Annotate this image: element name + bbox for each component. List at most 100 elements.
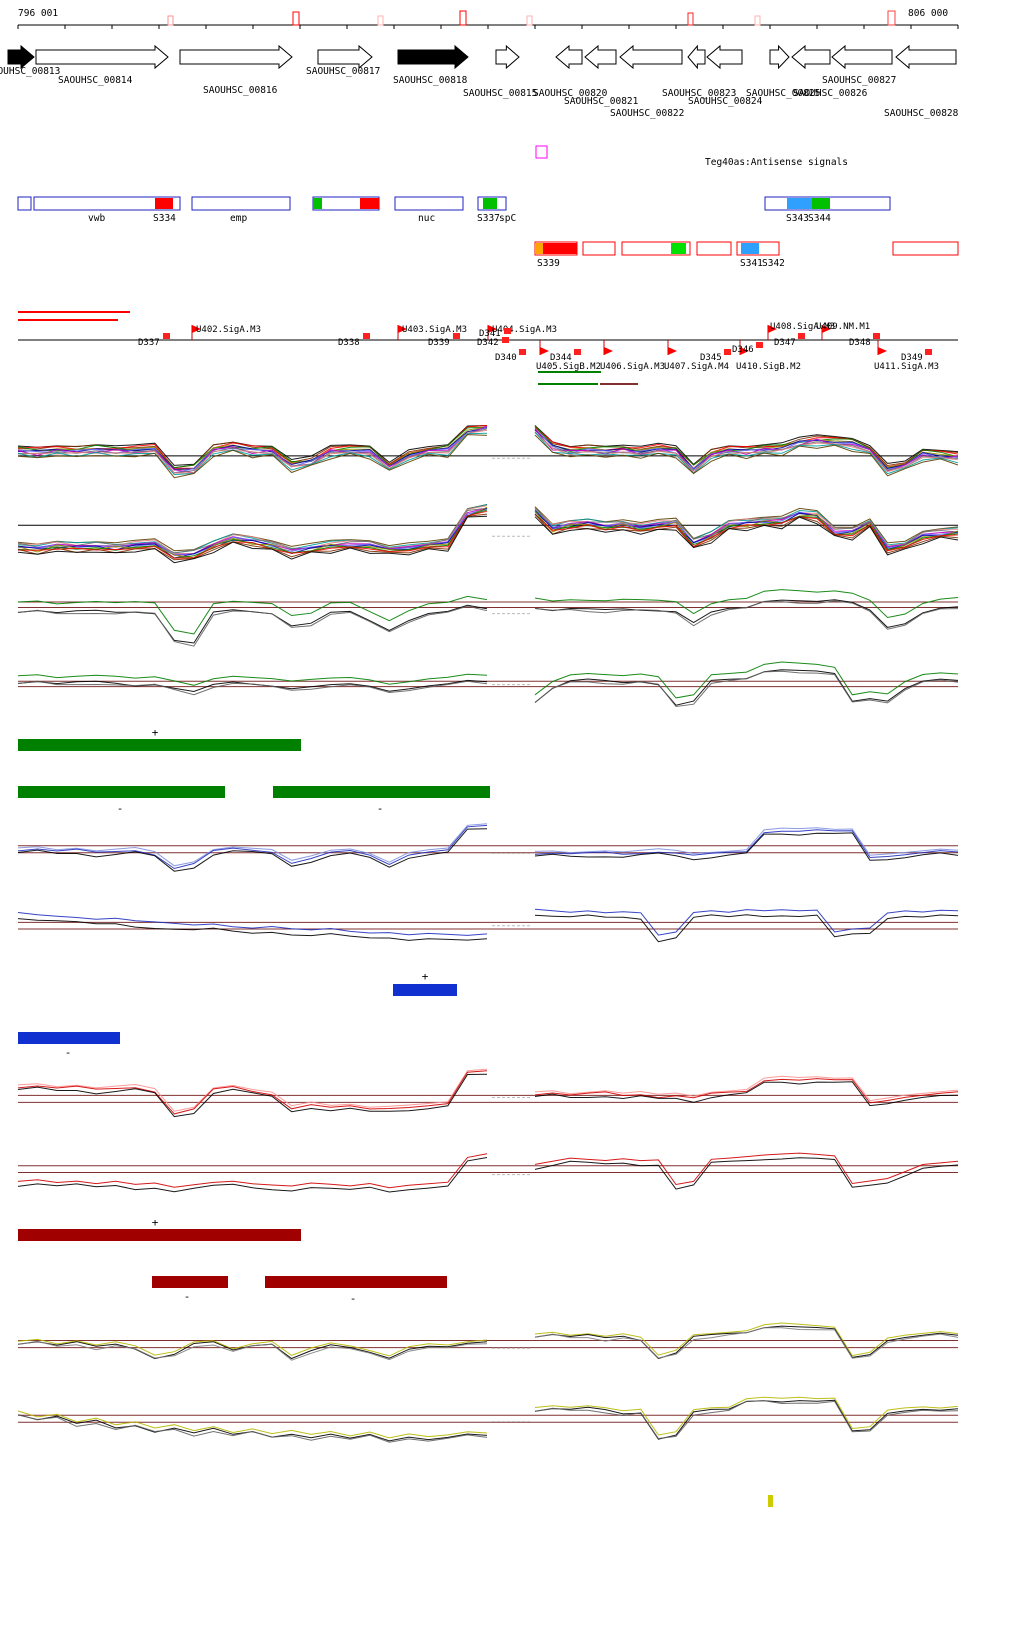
signal-trace: [17, 1410, 488, 1439]
transcript-box[interactable]: [477, 196, 507, 211]
gene-arrow[interactable]: [791, 44, 831, 70]
d-marker[interactable]: [519, 349, 526, 355]
signal-trace: [534, 1322, 959, 1357]
d-marker[interactable]: [724, 349, 731, 355]
gene-arrow[interactable]: [397, 44, 469, 70]
segment-bar-plus: [18, 739, 301, 751]
signal-trace: [17, 595, 488, 635]
segment-bar-minus: [273, 786, 490, 798]
d-marker[interactable]: [363, 333, 370, 339]
gene-arrow[interactable]: [495, 44, 520, 70]
d-marker-label: D341: [479, 329, 501, 339]
promoter-flag-up[interactable]: [398, 325, 407, 333]
d-marker[interactable]: [502, 337, 509, 343]
signal-trace: [17, 828, 488, 872]
signal-trace: [534, 589, 959, 619]
transcript-box[interactable]: [764, 196, 891, 211]
signal-panel-all-conditions-reverse: [17, 504, 959, 564]
gene-label: SAOUHSC_00814: [58, 75, 133, 86]
strand-sign-label: +: [152, 1216, 159, 1229]
srna-box-label: S342: [762, 258, 785, 269]
srna-box-segment: [535, 243, 543, 254]
signal-panel-condition-red-reverse: [17, 1152, 959, 1193]
d-marker-label: D349: [901, 353, 923, 363]
promoter-label: U407.SigA.M4: [664, 362, 729, 372]
promoter-flag-down[interactable]: [740, 347, 749, 355]
strand-sign-label: -: [117, 802, 124, 815]
signal-trace: [17, 605, 488, 647]
antisense-track-label: Teg40as:Antisense signals: [705, 157, 848, 168]
strand-sign-label: -: [377, 802, 384, 815]
srna-box[interactable]: [582, 241, 616, 256]
gene-arrow[interactable]: [687, 44, 706, 70]
signal-trace: [18, 428, 488, 474]
gene-arrow[interactable]: [619, 44, 683, 70]
signal-trace: [17, 1073, 488, 1118]
d-marker[interactable]: [453, 333, 460, 339]
d-marker-label: D347: [774, 338, 796, 348]
segment-bar-plus: [18, 1229, 301, 1241]
d-marker-label: D340: [495, 353, 517, 363]
signal-trace: [534, 599, 959, 628]
gene-arrow[interactable]: [831, 44, 893, 70]
promoter-label: U408.SigA.M3: [770, 322, 835, 332]
d-marker[interactable]: [163, 333, 170, 339]
d-marker[interactable]: [873, 333, 880, 339]
transcript-box-segment: [812, 198, 830, 209]
gene-arrow[interactable]: [706, 44, 743, 70]
gene-arrow[interactable]: [555, 44, 583, 70]
read-coverage-line: [18, 319, 118, 321]
promoter-flag-up[interactable]: [488, 325, 497, 333]
signal-trace: [534, 1327, 959, 1359]
strand-sign-label: -: [184, 1290, 191, 1303]
srna-box[interactable]: [696, 241, 732, 256]
transcript-box[interactable]: [394, 196, 464, 211]
gene-arrow[interactable]: [35, 44, 169, 70]
antisense-signal-box[interactable]: [535, 145, 548, 159]
promoter-flag-down[interactable]: [878, 347, 887, 355]
signal-trace: [534, 1399, 959, 1440]
transcript-box[interactable]: [33, 196, 181, 211]
d-marker[interactable]: [798, 333, 805, 339]
d-marker[interactable]: [504, 328, 511, 334]
d-marker-label: D342: [477, 338, 499, 348]
srna-box[interactable]: [621, 241, 691, 256]
srna-box[interactable]: [736, 241, 780, 256]
d-marker-label: D338: [338, 338, 360, 348]
signal-panel-condition-green-forward: [17, 589, 959, 647]
promoter-flag-up[interactable]: [192, 325, 201, 333]
signal-trace: [17, 515, 488, 564]
gene-arrow[interactable]: [769, 44, 790, 70]
signal-trace: [17, 1070, 488, 1115]
transcript-box-label: S334: [153, 213, 176, 224]
segment-bar-minus: [18, 786, 225, 798]
gene-arrow[interactable]: [179, 44, 293, 70]
gene-arrow[interactable]: [584, 44, 617, 70]
signal-trace: [17, 1338, 488, 1357]
transcript-box[interactable]: [191, 196, 291, 211]
signal-trace: [534, 829, 959, 859]
promoter-flag-down[interactable]: [540, 347, 549, 355]
gene-arrow[interactable]: [895, 44, 957, 70]
strand-sign-label: -: [350, 1292, 357, 1305]
promoter-flag-up[interactable]: [822, 325, 831, 333]
srna-box[interactable]: [892, 241, 959, 256]
gene-arrow[interactable]: [317, 44, 373, 70]
promoter-flag-down[interactable]: [604, 347, 613, 355]
transcript-box-label: S343: [786, 213, 809, 224]
d-marker[interactable]: [925, 349, 932, 355]
signal-trace: [17, 432, 488, 476]
signal-trace: [534, 669, 959, 706]
promoter-flag-up[interactable]: [768, 325, 777, 333]
segment-bar-minus: [265, 1276, 447, 1288]
transcript-box[interactable]: [17, 196, 32, 211]
signal-trace: [17, 679, 488, 693]
signal-panel-condition-yellow-reverse: [17, 1396, 959, 1443]
signal-trace: [534, 661, 959, 699]
gene-arrow[interactable]: [7, 44, 35, 70]
transcript-box-label: S344: [808, 213, 831, 224]
promoter-flag-down[interactable]: [668, 347, 677, 355]
d-marker[interactable]: [574, 349, 581, 355]
d-marker[interactable]: [756, 342, 763, 348]
